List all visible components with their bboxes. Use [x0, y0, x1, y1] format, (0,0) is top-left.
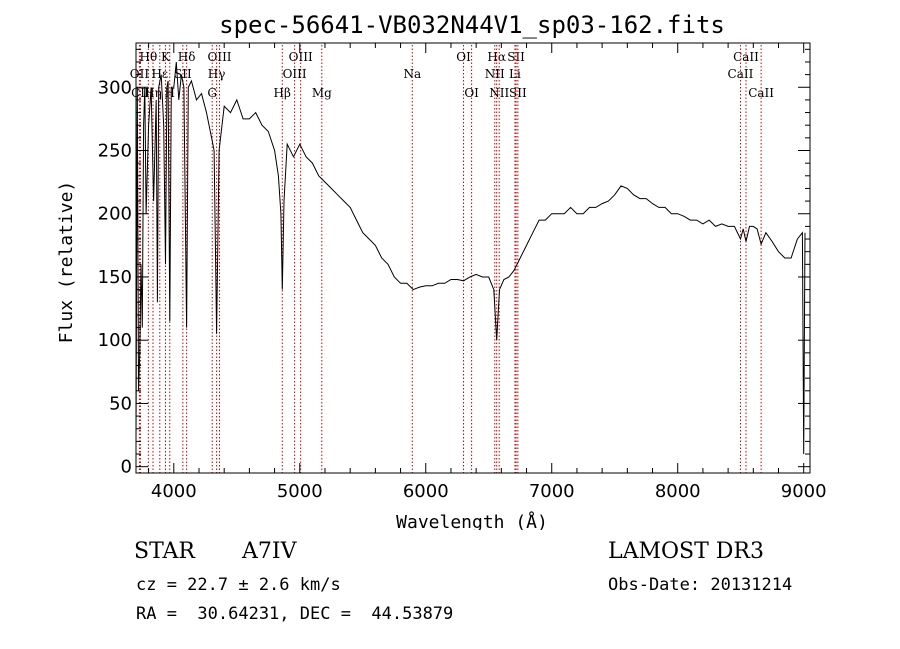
line-label-11: G [207, 86, 217, 100]
line-label-16: Na [403, 67, 421, 81]
chart-title: spec-56641-VB032N44V1_sp03-162.fits [219, 11, 725, 39]
line-label-5: K [161, 50, 171, 64]
plot-frame [135, 42, 811, 474]
line-label-15: Mg [312, 86, 332, 100]
line-label-6: H [165, 86, 175, 100]
y-tick-label-0: 0 [121, 457, 132, 478]
line-label-26: CaII [728, 67, 754, 81]
spectrum-chart: spec-56641-VB032N44V1_sp03-162.fits Hθ OI… [56, 11, 827, 530]
line-label-27: CaII [748, 86, 774, 100]
y-tick-label-250: 250 [98, 141, 132, 162]
line-label-10: Hγ [208, 67, 226, 81]
line-label-22: SII [507, 50, 525, 64]
line-label-13: OIII [289, 50, 313, 64]
line-label-1: OII [130, 67, 150, 81]
line-label-3: Hη [144, 86, 162, 100]
y-tick-label-50: 50 [109, 393, 132, 414]
line-label-14: OIII [283, 67, 307, 81]
x-tick-label-6000: 6000 [403, 481, 449, 502]
line-label-21: NII [489, 86, 509, 100]
axis-ticks-group: 4000 5000 6000 7000 8000 9000 0 50 100 150 200 250 3… [98, 43, 827, 502]
line-label-23: Li [509, 67, 521, 81]
line-label-12: Hβ [274, 86, 291, 100]
coordinates: RA = 30.64231, DEC = 44.53879 [136, 604, 454, 624]
y-tick-label-100: 100 [98, 330, 132, 351]
y-tick-label-200: 200 [98, 204, 132, 225]
x-tick-label-7000: 7000 [529, 481, 575, 502]
y-axis-label: Flux (relative) [56, 181, 77, 344]
spectrum-line [135, 61, 806, 455]
line-label-24: SII [509, 86, 527, 100]
redshift-value: cz = 22.7 ± 2.6 km/s [136, 575, 341, 595]
survey-name: LAMOST DR3 [608, 539, 764, 564]
x-tick-label-8000: 8000 [655, 481, 701, 502]
x-tick-label-4000: 4000 [151, 481, 197, 502]
line-label-9: OIII [207, 50, 231, 64]
x-tick-label-5000: 5000 [277, 481, 323, 502]
line-label-4: Hε [151, 67, 168, 81]
line-label-18: OI [464, 86, 479, 100]
line-label-0: Hθ [139, 50, 157, 64]
y-tick-label-300: 300 [98, 77, 132, 98]
line-label-20: NII [485, 67, 505, 81]
line-label-25: CaII [733, 50, 759, 64]
line-label-8: Hδ [178, 50, 196, 64]
object-type: STAR [134, 539, 195, 564]
line-label-19: Hα [487, 50, 506, 64]
x-axis-label: Wavelength (Å) [396, 511, 548, 530]
line-label-7: SII [174, 67, 192, 81]
line-label-17: OI [456, 50, 471, 64]
y-tick-label-150: 150 [98, 267, 132, 288]
spectral-subclass: A7IV [242, 539, 297, 564]
x-tick-label-9000: 9000 [781, 481, 827, 502]
observation-date: Obs-Date: 20131214 [608, 575, 793, 595]
